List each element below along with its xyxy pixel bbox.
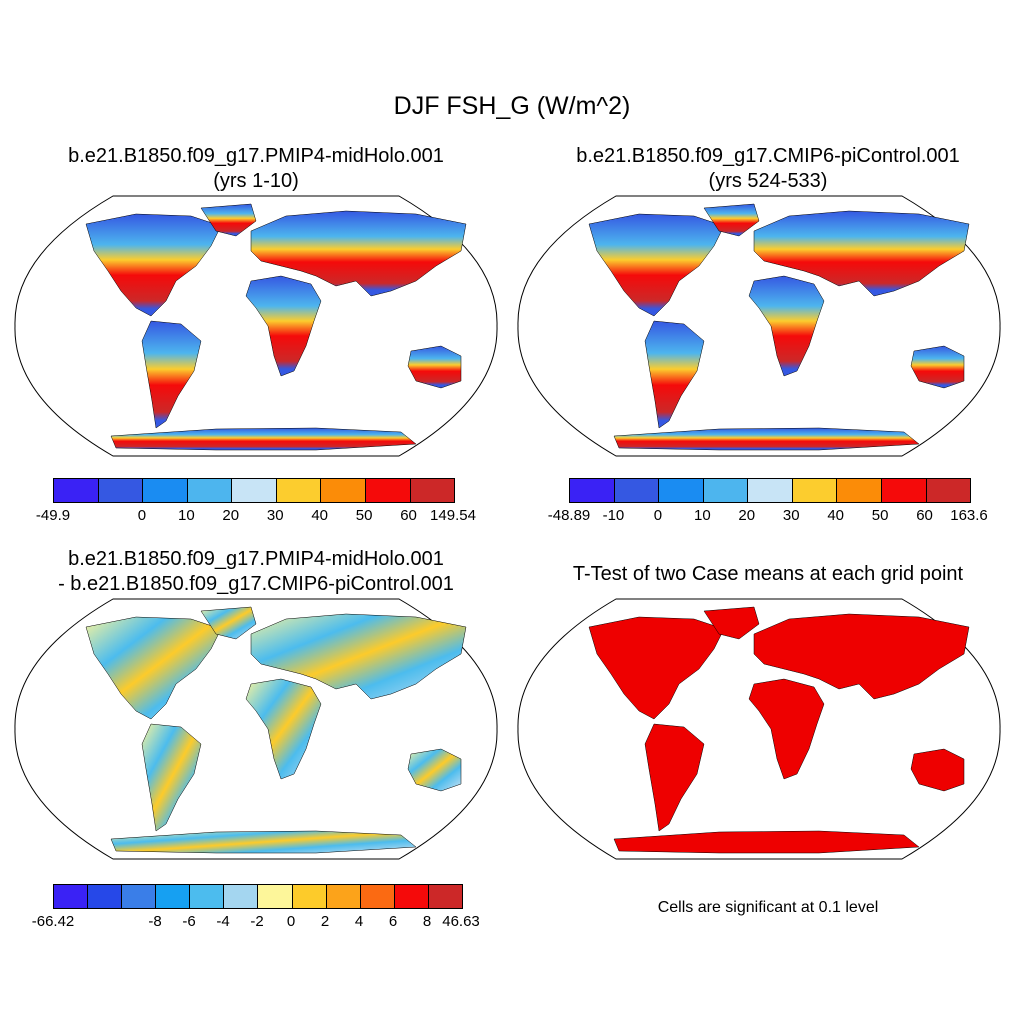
colorbar-swatch <box>54 885 89 908</box>
colorbar-tick-label: 60 <box>916 507 933 524</box>
colorbar-tick-label: 163.6 <box>950 507 988 524</box>
panel-3-colorbar: -66.42 -8 -6 -4 -2 0 2 4 6 8 46.63 <box>32 884 480 935</box>
panel-2-colorbar: -48.89 -10 0 10 20 30 40 50 60 163.6 <box>548 478 988 529</box>
colorbar-swatch <box>614 479 660 502</box>
colorbar-swatch <box>748 479 793 502</box>
colorbar-swatch <box>187 479 233 502</box>
panel-2-map <box>517 195 1001 457</box>
colorbar-swatch <box>98 479 144 502</box>
colorbar-tick-label: -10 <box>602 507 625 524</box>
colorbar-tick-label: -2 <box>250 913 264 930</box>
colorbar-tick-label: -6 <box>182 913 196 930</box>
colorbar-swatch <box>365 479 411 502</box>
panel-1-map <box>14 195 498 457</box>
colorbar-tick-label: 10 <box>177 507 195 524</box>
colorbar-tick-label: 6 <box>388 913 398 930</box>
colorbar-swatch <box>792 479 838 502</box>
colorbar-swatch <box>926 479 971 502</box>
panel-2-title: b.e21.B1850.f09_g17.CMIP6-piControl.001 … <box>512 144 1024 194</box>
colorbar-tick-label: 50 <box>355 507 373 524</box>
panel-1-title-line1: b.e21.B1850.f09_g17.PMIP4-midHolo.001 <box>68 145 444 167</box>
panel-2-title-line2: (yrs 524-533) <box>708 170 828 192</box>
colorbar-tick-label: 2 <box>320 913 330 930</box>
colorbar-swatch <box>258 885 293 908</box>
colorbar-swatch <box>570 479 615 502</box>
panel-3-title: b.e21.B1850.f09_g17.PMIP4-midHolo.001 - … <box>0 547 512 597</box>
colorbar-swatch <box>428 885 462 908</box>
panel-1-colorbar: -49.9 0 10 20 30 40 50 60 149.54 <box>36 478 476 529</box>
colorbar-swatch <box>326 885 361 908</box>
panel-2-title-line1: b.e21.B1850.f09_g17.CMIP6-piControl.001 <box>576 145 960 167</box>
colorbar-tick-label: 149.54 <box>430 507 476 524</box>
colorbar-tick-label: 8 <box>422 913 432 930</box>
panel-4-map <box>517 598 1001 860</box>
colorbar-tick-label: 20 <box>222 507 240 524</box>
colorbar-swatch <box>190 885 225 908</box>
colorbar-tick-label: 40 <box>827 507 844 524</box>
colorbar-tick-label: -66.42 <box>31 913 75 930</box>
colorbar-swatch <box>54 479 99 502</box>
colorbar-tick-label: 0 <box>286 913 296 930</box>
colorbar-swatch <box>837 479 882 502</box>
colorbar-tick-label: -49.9 <box>35 507 71 524</box>
panel-1-title: b.e21.B1850.f09_g17.PMIP4-midHolo.001 (y… <box>0 144 512 194</box>
colorbar-tick-label: 20 <box>738 507 756 524</box>
colorbar-tick-label: 10 <box>693 507 711 524</box>
colorbar-swatch <box>88 885 123 908</box>
colorbar-swatch <box>659 479 704 502</box>
colorbar-tick-label: 50 <box>871 507 889 524</box>
panel-3-map <box>14 598 498 860</box>
colorbar-tick-label: -4 <box>216 913 230 930</box>
colorbar-swatch <box>881 479 927 502</box>
colorbar-swatch <box>321 479 366 502</box>
panel-1-title-line2: (yrs 1-10) <box>213 170 299 192</box>
colorbar-tick-label: -8 <box>148 913 162 930</box>
colorbar-tick-label: 0 <box>137 507 147 524</box>
colorbar-swatch <box>410 479 455 502</box>
panel-4-title: T-Test of two Case means at each grid po… <box>572 563 964 585</box>
panel-3-title-line1: b.e21.B1850.f09_g17.PMIP4-midHolo.001 <box>68 548 444 570</box>
colorbar-swatch <box>394 885 429 908</box>
colorbar-swatch <box>224 885 259 908</box>
colorbar-swatch <box>156 885 191 908</box>
colorbar-tick-label: -48.89 <box>547 507 591 524</box>
colorbar-swatch <box>703 479 749 502</box>
colorbar-tick-label: 60 <box>400 507 417 524</box>
colorbar-swatch <box>276 479 322 502</box>
colorbar-swatch <box>122 885 157 908</box>
colorbar-swatch <box>232 479 277 502</box>
colorbar-tick-label: 4 <box>354 913 364 930</box>
panel-3-title-line2: - b.e21.B1850.f09_g17.CMIP6-piControl.00… <box>58 573 454 595</box>
colorbar-tick-label: 0 <box>653 507 663 524</box>
significance-note: Cells are significant at 0.1 level <box>657 899 879 916</box>
colorbar-swatch <box>292 885 327 908</box>
main-title: DJF FSH_G (W/m^2) <box>393 92 631 120</box>
colorbar-tick-label: 40 <box>311 507 328 524</box>
colorbar-tick-label: 46.63 <box>442 913 480 930</box>
colorbar-tick-label: 30 <box>782 507 800 524</box>
colorbar-swatch <box>143 479 188 502</box>
colorbar-tick-label: 30 <box>266 507 284 524</box>
colorbar-swatch <box>360 885 395 908</box>
